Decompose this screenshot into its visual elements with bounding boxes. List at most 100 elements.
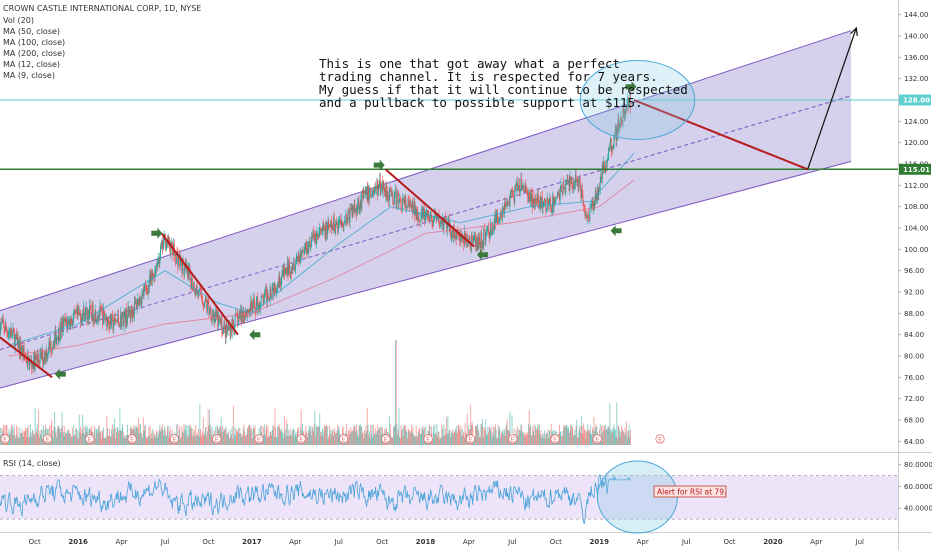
candle-body [342, 222, 343, 226]
candle-body [345, 221, 346, 222]
candle-body [304, 247, 305, 254]
candle-body [582, 189, 583, 195]
candle-body [281, 276, 282, 278]
candle-body [539, 207, 540, 208]
time-axis-label: 2020 [763, 538, 783, 546]
candle-body [390, 190, 391, 191]
candle-body [219, 316, 220, 320]
candle-body [206, 298, 207, 302]
candle-body [555, 199, 556, 204]
earnings-marker-label: E [45, 436, 49, 444]
candle-body [425, 211, 426, 218]
candle-body [75, 310, 76, 311]
candle-body [381, 188, 382, 195]
price-axis-label: 144.00 [904, 11, 929, 19]
candle-body [90, 306, 91, 307]
candle-body [294, 263, 295, 269]
candle-body [122, 317, 123, 326]
candle-body [552, 211, 553, 212]
candle-body [348, 212, 349, 213]
candle-body [308, 242, 309, 253]
candle-body [543, 201, 544, 203]
candle-body [425, 218, 426, 221]
candle-body [264, 291, 265, 297]
candle-body [591, 206, 592, 207]
candle-body [78, 308, 79, 314]
candle-body [576, 175, 577, 180]
candle-body [487, 230, 488, 233]
candle-body [604, 163, 605, 168]
candle-body [93, 305, 94, 322]
earnings-marker-label: E [257, 436, 261, 444]
support-price-tag-label: 115.01 [903, 166, 930, 174]
candle-body [20, 342, 21, 354]
indicator-ma-12: MA (12, close) [3, 60, 60, 69]
candle-body [523, 185, 524, 190]
candle-body [433, 221, 434, 225]
price-axis-label: 120.00 [904, 139, 929, 147]
time-axis-label: 2019 [590, 538, 610, 546]
time-axis-label: Oct [202, 538, 214, 546]
candle-body [66, 318, 67, 322]
candle-body [440, 223, 441, 227]
candle-body [272, 289, 273, 297]
earnings-marker-label: E [511, 436, 515, 444]
candle-body [73, 315, 74, 320]
price-axis-label: 100.00 [904, 246, 929, 254]
candle-body [35, 356, 36, 358]
candle-body [153, 273, 154, 276]
price-axis-label: 80.00 [904, 353, 924, 361]
indicator-ma-100: MA (100, close) [3, 38, 65, 47]
candle-body [3, 319, 4, 324]
time-axis-label: 2018 [416, 538, 436, 546]
candle-body [270, 289, 271, 297]
time-axis-label: Apr [810, 538, 822, 546]
candle-body [613, 147, 614, 149]
candle-body [310, 246, 311, 247]
candle-body [112, 315, 113, 316]
price-axis-label: 132.00 [904, 75, 929, 83]
time-axis-label: Oct [723, 538, 735, 546]
candle-body [384, 188, 385, 193]
candle-body [547, 198, 548, 210]
candle-body [370, 189, 371, 196]
earnings-marker-label: E [658, 436, 662, 444]
candle-body [163, 242, 164, 249]
indicator-ma-9: MA (9, close) [3, 71, 55, 80]
candle-body [73, 319, 74, 324]
price-axis-label: 140.00 [904, 33, 929, 41]
candle-body [486, 233, 487, 236]
candle-body [522, 187, 523, 189]
volume-bar [630, 430, 631, 445]
candle-body [329, 224, 330, 225]
candle-body [348, 212, 349, 223]
candle-body [474, 237, 475, 239]
candle-body [251, 301, 252, 307]
candle-body [527, 191, 528, 193]
candle-body [201, 297, 202, 300]
price-axis-label: 136.00 [904, 54, 929, 62]
candle-body [294, 269, 295, 270]
candle-body [221, 319, 222, 334]
candle-body [29, 362, 30, 369]
candle-body [184, 268, 185, 274]
time-axis-label: Jul [507, 538, 517, 546]
candle-body [494, 226, 495, 230]
candle-body [297, 256, 298, 257]
candle-body [261, 296, 262, 297]
candle-body [311, 237, 312, 246]
candle-body [565, 184, 566, 194]
candle-body [51, 342, 52, 351]
candle-body [8, 334, 9, 336]
candle-body [589, 209, 590, 218]
candle-body [279, 276, 280, 282]
candle-body [104, 310, 105, 314]
candle-body [67, 320, 68, 327]
candle-body [24, 347, 25, 354]
resistance-price-tag-label: 128.00 [903, 97, 930, 105]
indicator-ma-200: MA (200, close) [3, 49, 65, 58]
rsi-axis-label: 80.0000 [904, 461, 932, 469]
price-axis-label: 96.00 [904, 267, 924, 275]
